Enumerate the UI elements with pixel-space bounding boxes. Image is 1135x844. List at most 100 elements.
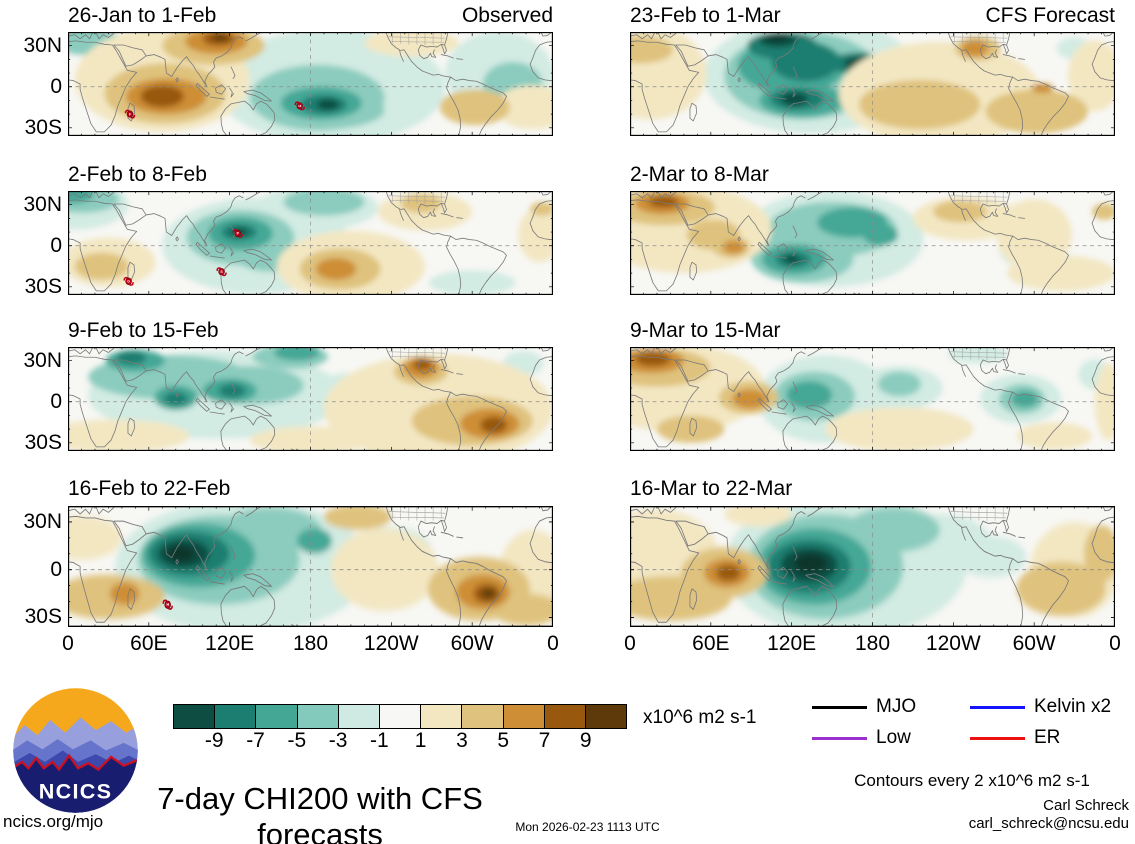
tropical-cyclone-marker: P <box>232 228 243 238</box>
legend-line-swatch <box>970 705 1025 709</box>
anomaly-map <box>68 347 553 451</box>
y-axis-label: 30S <box>24 605 62 629</box>
legend-item-er: ER <box>970 725 1135 751</box>
panel-title: 23-Feb to 1-Mar CFS Forecast <box>630 4 1115 28</box>
colorbar-cell <box>585 705 627 728</box>
map-panel-forecast-week1 <box>630 32 1115 136</box>
colorbar-cell <box>256 705 298 728</box>
x-axis-label: 120E <box>205 632 255 655</box>
panel-date-range: 2-Mar to 8-Mar <box>630 163 769 186</box>
colorbar-tick-label: 1 <box>414 729 427 752</box>
map-panel-observed-week1: F 18 <box>68 32 553 136</box>
figure-title: 7-day CHI200 with CFS forecasts <box>157 781 483 844</box>
colorbar-tick-label: -1 <box>370 729 389 752</box>
panel-tag: CFS Forecast <box>985 4 1115 27</box>
x-axis-label: 180 <box>854 632 891 655</box>
panel-title: 26-Jan to 1-Feb Observed <box>68 4 553 28</box>
anomaly-field <box>630 32 1115 136</box>
tropical-cyclone-marker: G <box>123 276 134 286</box>
panel-date-range: 16-Feb to 22-Feb <box>68 477 231 500</box>
panel-border <box>68 191 553 295</box>
timestamp: Mon 2026-02-23 1113 UTC <box>515 820 660 834</box>
svg-text:P: P <box>237 232 240 236</box>
colorbar-cell <box>338 705 380 728</box>
panel-border <box>630 191 1115 295</box>
colorbar-tick-label: 5 <box>497 729 510 752</box>
x-axis-label: 0 <box>1109 632 1121 655</box>
legend-item-kelvin-x2: Kelvin x2 <box>970 694 1135 720</box>
tropical-cyclone-marker: F <box>124 109 136 119</box>
wave-legend: MJO Low Kelvin x2 ER <box>812 694 1135 751</box>
colorbar-tick-label: -7 <box>246 729 265 752</box>
y-axis-label: 0 <box>50 74 62 98</box>
map-panel-observed-week2: G S P <box>68 191 553 295</box>
colorbar-cell <box>421 705 463 728</box>
panel-date-range: 23-Feb to 1-Mar <box>630 4 781 27</box>
colorbar-cell <box>379 705 422 728</box>
author-email: carl_schreck@ncsu.edu <box>968 815 1129 832</box>
panel-title: 9-Mar to 15-Mar <box>630 319 1115 343</box>
y-axis-label: 0 <box>50 557 62 581</box>
colorbar-tick-label: -5 <box>287 729 307 752</box>
x-axis-label: 60E <box>692 632 730 655</box>
anomaly-map <box>630 347 1115 451</box>
map-panel-forecast-week2 <box>630 191 1115 295</box>
panel-title: 9-Feb to 15-Feb <box>68 319 553 343</box>
map-panel-observed-week4: H <box>68 506 553 627</box>
y-axis-label: 30N <box>23 509 62 533</box>
panel-date-range: 9-Mar to 15-Mar <box>630 319 781 342</box>
colorbar-cell <box>503 705 545 728</box>
x-axis-label: 180 <box>292 632 329 655</box>
x-axis-label: 60E <box>130 632 168 655</box>
panel-title: 2-Feb to 8-Feb <box>68 163 553 187</box>
panel-border <box>630 32 1115 136</box>
author-name: Carl Schreck <box>1043 797 1129 814</box>
panel-border <box>630 506 1115 627</box>
svg-text:18: 18 <box>298 104 302 108</box>
panel-border <box>68 506 553 627</box>
colorbar-tick-label: 3 <box>456 729 468 752</box>
colorbar-cell <box>215 705 257 728</box>
y-axis-label: 0 <box>50 389 62 413</box>
legend-item-mjo: MJO <box>812 694 970 720</box>
svg-text:S: S <box>220 270 223 274</box>
logo-red-ridge-line <box>13 753 138 772</box>
colorbar-cell <box>544 705 586 728</box>
panel-title: 2-Mar to 8-Mar <box>630 163 1115 187</box>
y-axis-label: 30S <box>24 274 62 298</box>
svg-text:H: H <box>166 603 169 607</box>
tropical-cyclone-marker: 18 <box>294 101 305 111</box>
legend-line-swatch <box>812 705 867 709</box>
colorbar-cell <box>297 705 339 728</box>
colorbar-cell <box>174 705 216 728</box>
colorbar-tick-label: 7 <box>538 729 551 752</box>
anomaly-map <box>630 191 1115 295</box>
panel-date-range: 26-Jan to 1-Feb <box>68 4 217 27</box>
map-panel-forecast-week4 <box>630 506 1115 627</box>
legend-line-swatch <box>812 736 867 740</box>
colorbar-tick-label: 9 <box>579 729 592 752</box>
x-axis-label: 120E <box>767 632 817 655</box>
colorbar-cell <box>462 705 504 728</box>
legend-label: Kelvin x2 <box>1034 696 1112 717</box>
y-axis-label: 30N <box>23 192 62 216</box>
y-axis-label: 30N <box>23 33 62 57</box>
anomaly-map <box>630 506 1115 627</box>
colorbar-units: x10^6 m2 s-1 <box>643 707 757 728</box>
panel-border <box>68 32 553 136</box>
map-panel-observed-week3 <box>68 347 553 451</box>
anomaly-field <box>630 191 1115 291</box>
legend-label: ER <box>1034 727 1061 748</box>
anomaly-field <box>630 506 1115 627</box>
svg-text:F: F <box>129 112 132 116</box>
panel-date-range: 9-Feb to 15-Feb <box>68 319 219 342</box>
colorbar-tick-label: -9 <box>204 729 224 752</box>
logo-text: NCICS <box>39 779 113 804</box>
panel-title: 16-Mar to 22-Mar <box>630 477 1115 501</box>
panel-border <box>630 347 1115 451</box>
map-panel-forecast-week3 <box>630 347 1115 451</box>
legend-label: Low <box>876 727 911 748</box>
x-axis-label: 0 <box>547 632 559 655</box>
panel-date-range: 16-Mar to 22-Mar <box>630 477 793 500</box>
